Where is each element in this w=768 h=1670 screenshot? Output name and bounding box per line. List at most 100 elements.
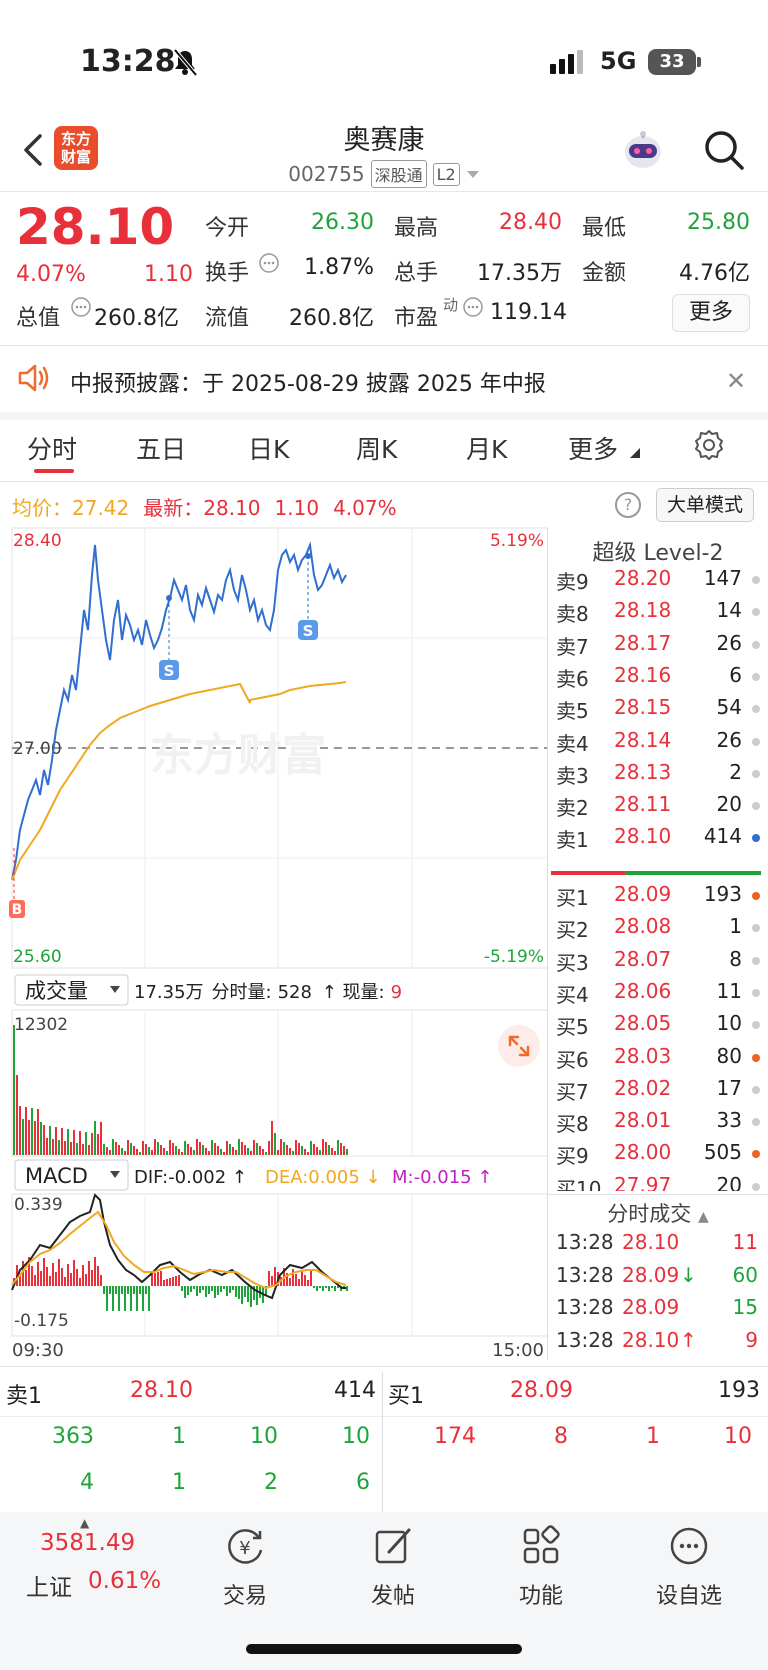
ask-price: 28.14: [614, 727, 672, 752]
ticks-title[interactable]: 分时成交 ▲: [548, 1198, 768, 1228]
tab-more[interactable]: 更多: [568, 435, 619, 464]
index-pct[interactable]: 0.61%: [88, 1568, 162, 1594]
search-icon[interactable]: [702, 128, 746, 172]
info-dots-icon[interactable]: [70, 296, 92, 318]
tab-five-day[interactable]: 五日: [136, 435, 187, 464]
volume-bar: [184, 1141, 186, 1155]
bid-row[interactable]: 买4 28.06 11: [556, 979, 762, 1011]
volume-bar: [343, 1146, 345, 1155]
low-label: 最低: [582, 216, 627, 241]
bid-level-label: 买7: [556, 1079, 589, 1104]
volume-bar: [295, 1140, 297, 1155]
stock-code-row[interactable]: 002755 深股通 L2: [0, 160, 768, 188]
expand-icon[interactable]: [498, 1025, 540, 1067]
bid-volume: 10: [716, 1011, 742, 1036]
help-icon[interactable]: ?: [615, 492, 641, 518]
tab-daily-k[interactable]: 日K: [248, 435, 290, 464]
volume-selector[interactable]: [14, 974, 129, 1006]
bid-price: 28.03: [614, 1043, 672, 1068]
bid-dot: [752, 1182, 760, 1191]
volume-bar: [265, 1152, 267, 1155]
more-button[interactable]: 更多: [672, 294, 750, 332]
buy-marker[interactable]: [9, 900, 25, 918]
index-name[interactable]: 上证: [26, 1575, 72, 1601]
bid-row[interactable]: 买8 28.01 33: [556, 1108, 762, 1140]
avg-label: 均价：: [12, 496, 72, 520]
ask-level-label: 卖3: [556, 763, 589, 788]
volume-bar: [136, 1149, 138, 1155]
gear-icon[interactable]: [692, 428, 726, 462]
info-dots-icon[interactable]: [258, 252, 280, 274]
time-axis-start: 09:30: [12, 1340, 64, 1360]
intraday-chart[interactable]: 东方财富 28.40 27.00 25.60 5.19% -5.19% B S …: [0, 520, 548, 1360]
ask-row[interactable]: 卖9 28.20 147: [556, 566, 762, 598]
volume-selector-label: 成交量: [25, 979, 88, 1003]
queue-cell: 10: [250, 1424, 278, 1449]
ask-row[interactable]: 卖5 28.15 54: [556, 695, 762, 727]
macd-bar: [136, 1286, 138, 1311]
bid-dot: [752, 924, 760, 933]
macd-selector[interactable]: [14, 1159, 129, 1191]
close-icon[interactable]: ✕: [726, 367, 747, 395]
connect-tag: 深股通: [370, 160, 427, 188]
tab-monthly-k[interactable]: 月K: [466, 435, 508, 464]
macd-bar: [253, 1286, 255, 1300]
edit-icon: [375, 1528, 411, 1564]
bid-row[interactable]: 买1 28.09 193: [556, 882, 762, 914]
nav-post[interactable]: 发帖: [333, 1524, 453, 1610]
macd-bar: [157, 1272, 159, 1286]
macd-bar: [340, 1286, 342, 1291]
robot-assistant-icon[interactable]: [620, 128, 666, 172]
info-dots-icon[interactable]: [462, 296, 484, 318]
nav-add-watchlist[interactable]: 设自选: [629, 1524, 749, 1610]
bid-row[interactable]: 买9 28.00 505: [556, 1140, 762, 1172]
volume-bar: [67, 1129, 69, 1155]
app-logo[interactable]: 东方财富: [54, 126, 98, 170]
bid-volume: 20: [716, 1172, 742, 1191]
tab-intraday[interactable]: 分时: [27, 435, 78, 464]
ask-row[interactable]: 卖1 28.10 414: [556, 824, 762, 856]
ask-volume: 6: [729, 662, 742, 687]
volume-bar: [169, 1140, 171, 1155]
nav-functions[interactable]: 功能: [481, 1524, 601, 1610]
ask-row[interactable]: 卖7 28.17 26: [556, 631, 762, 663]
ask-row[interactable]: 卖4 28.14 26: [556, 728, 762, 760]
volume-bar: [106, 1147, 108, 1155]
volume-bar: [124, 1151, 126, 1155]
ask-row[interactable]: 卖8 28.18 14: [556, 598, 762, 630]
bid-level-label: 买1: [556, 886, 589, 910]
macd-dea-line: [11, 1210, 347, 1290]
back-icon[interactable]: [18, 130, 48, 170]
bid-row[interactable]: 买10 27.97 20: [556, 1173, 762, 1191]
macd-bar: [268, 1271, 270, 1286]
turnover-value: 1.87%: [304, 255, 374, 280]
ask-dot: [752, 705, 760, 714]
sell-marker[interactable]: [298, 620, 318, 640]
speaker-icon: [18, 364, 49, 392]
level2-title[interactable]: 超级 Level-2: [592, 541, 724, 566]
bid-row[interactable]: 买7 28.02 17: [556, 1076, 762, 1108]
bid-row[interactable]: 买2 28.08 1: [556, 914, 762, 946]
high-value: 28.40: [499, 210, 562, 235]
quote-divider: [0, 345, 768, 346]
bid-row[interactable]: 买6 28.03 80: [556, 1044, 762, 1076]
ask-row[interactable]: 卖6 28.16 6: [556, 663, 762, 695]
macd-axis-top: 0.339: [14, 1195, 63, 1215]
bid-level-label: 买6: [556, 1047, 589, 1072]
bid-row[interactable]: 买5 28.05 10: [556, 1011, 762, 1043]
volume-bar: [52, 1139, 54, 1155]
bid-row[interactable]: 买3 28.07 8: [556, 947, 762, 979]
bid-volume: 11: [716, 978, 742, 1003]
index-value[interactable]: 3581.49: [40, 1530, 136, 1556]
bottom-bid-label: 买1: [388, 1384, 424, 1409]
bid-dot: [752, 988, 760, 997]
big-order-mode-button[interactable]: 大单模式: [656, 488, 754, 522]
ask-row[interactable]: 卖2 28.11 20: [556, 792, 762, 824]
sell-marker[interactable]: [159, 660, 179, 680]
nav-trade[interactable]: ¥ 交易: [185, 1524, 305, 1610]
tick-time: 13:28: [556, 1230, 614, 1254]
latest-pct: 4.07%: [333, 496, 397, 520]
volume-bar: [334, 1151, 336, 1155]
tab-weekly-k[interactable]: 周K: [356, 435, 398, 464]
ask-row[interactable]: 卖3 28.13 2: [556, 760, 762, 792]
